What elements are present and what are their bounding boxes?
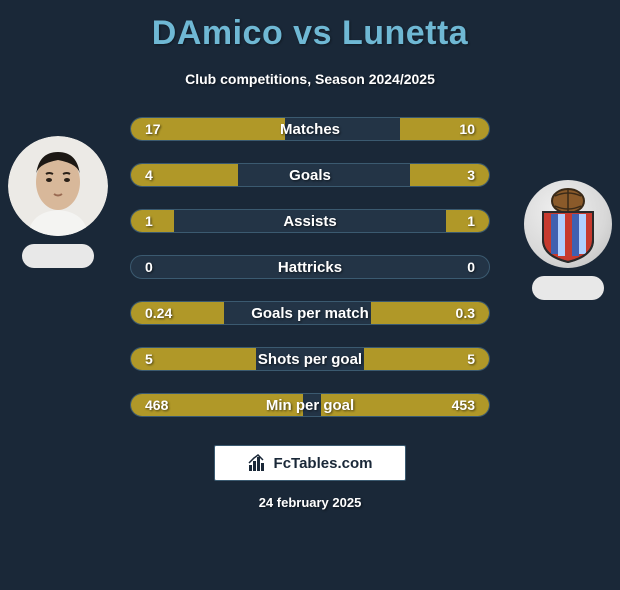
comparison-card: DAmico vs Lunetta Club competitions, Sea…	[0, 0, 620, 580]
stat-value-right: 3	[415, 167, 475, 183]
stat-label: Goals	[205, 167, 415, 184]
stat-label: Min per goal	[205, 397, 415, 414]
stat-value-left: 0.24	[145, 305, 205, 321]
stat-value-right: 10	[415, 121, 475, 137]
player-left	[8, 136, 108, 268]
stat-row: 17Matches10	[130, 117, 490, 141]
club-crest-icon	[533, 184, 603, 264]
stat-value-left: 17	[145, 121, 205, 137]
stat-value-right: 0	[415, 259, 475, 275]
stat-value-left: 4	[145, 167, 205, 183]
stat-label: Goals per match	[205, 305, 415, 322]
stat-row: 468Min per goal453	[130, 393, 490, 417]
stat-label: Matches	[205, 121, 415, 138]
stat-value-right: 453	[415, 397, 475, 413]
page-title: DAmico vs Lunetta	[152, 14, 468, 53]
stat-row: 0.24Goals per match0.3	[130, 301, 490, 325]
face-placeholder-icon	[8, 136, 108, 236]
stat-value-right: 1	[415, 213, 475, 229]
stat-value-right: 5	[415, 351, 475, 367]
player-right-flag	[532, 276, 604, 300]
stat-label: Assists	[205, 213, 415, 230]
date-label: 24 february 2025	[259, 495, 362, 510]
stat-value-left: 5	[145, 351, 205, 367]
player-left-photo	[8, 136, 108, 236]
stat-label: Shots per goal	[205, 351, 415, 368]
stat-row: 0Hattricks0	[130, 255, 490, 279]
stat-value-left: 468	[145, 397, 205, 413]
player-right	[524, 180, 612, 300]
source-badge: FcTables.com	[214, 445, 406, 481]
stat-value-left: 1	[145, 213, 205, 229]
player-right-crest	[524, 180, 612, 268]
stat-value-left: 0	[145, 259, 205, 275]
stat-row: 5Shots per goal5	[130, 347, 490, 371]
chart-icon	[248, 453, 268, 473]
stat-value-right: 0.3	[415, 305, 475, 321]
source-label: FcTables.com	[274, 455, 373, 472]
stat-row: 1Assists1	[130, 209, 490, 233]
subtitle: Club competitions, Season 2024/2025	[185, 71, 435, 87]
stat-label: Hattricks	[205, 259, 415, 276]
stat-row: 4Goals3	[130, 163, 490, 187]
player-left-flag	[22, 244, 94, 268]
stats-list: 17Matches104Goals31Assists10Hattricks00.…	[130, 117, 490, 417]
